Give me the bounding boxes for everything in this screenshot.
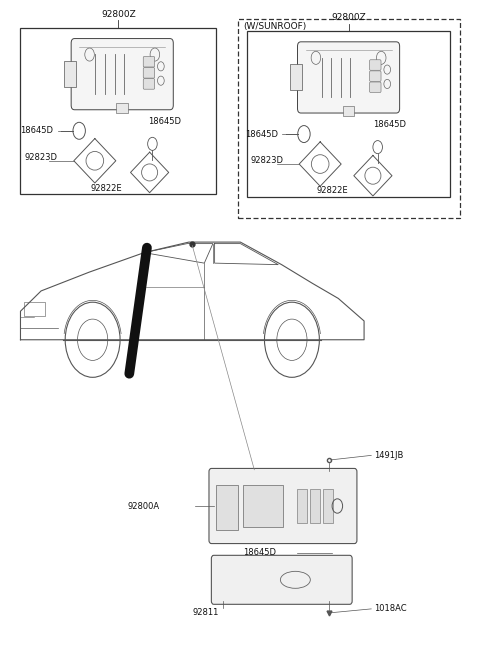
Bar	[247, 31, 450, 197]
Bar	[238, 19, 459, 218]
Text: 1018AC: 1018AC	[373, 604, 406, 613]
FancyBboxPatch shape	[370, 82, 381, 92]
Bar	[343, 106, 354, 116]
Text: 92822E: 92822E	[91, 184, 122, 194]
Text: 92800Z: 92800Z	[101, 10, 136, 19]
Text: 92823D: 92823D	[24, 153, 57, 162]
Bar	[297, 489, 307, 523]
Bar	[216, 485, 238, 530]
FancyBboxPatch shape	[370, 60, 381, 70]
Bar	[323, 489, 333, 523]
Bar	[21, 28, 216, 194]
Bar	[290, 64, 302, 91]
FancyBboxPatch shape	[143, 56, 155, 67]
Text: 92800A: 92800A	[128, 501, 160, 510]
FancyBboxPatch shape	[370, 71, 381, 81]
Text: 92822E: 92822E	[316, 186, 348, 195]
Bar	[117, 103, 128, 113]
Text: 18645D: 18645D	[20, 127, 53, 135]
Text: 18645D: 18645D	[245, 129, 278, 138]
FancyBboxPatch shape	[298, 42, 400, 113]
Text: 92823D: 92823D	[250, 156, 283, 165]
Text: 1491JB: 1491JB	[373, 451, 403, 460]
Text: 92800Z: 92800Z	[331, 13, 366, 22]
Bar	[24, 302, 45, 316]
Text: 18645D: 18645D	[148, 117, 180, 125]
Text: 92811: 92811	[192, 608, 219, 617]
Text: 18645D: 18645D	[243, 548, 276, 557]
Text: (W/SUNROOF): (W/SUNROOF)	[243, 22, 307, 31]
FancyBboxPatch shape	[209, 468, 357, 544]
FancyBboxPatch shape	[143, 79, 155, 89]
Bar	[64, 61, 76, 87]
FancyBboxPatch shape	[211, 556, 352, 604]
Bar	[310, 489, 320, 523]
Text: 18645D: 18645D	[373, 120, 406, 129]
FancyBboxPatch shape	[143, 68, 155, 78]
Bar	[243, 485, 283, 527]
FancyBboxPatch shape	[71, 39, 173, 110]
